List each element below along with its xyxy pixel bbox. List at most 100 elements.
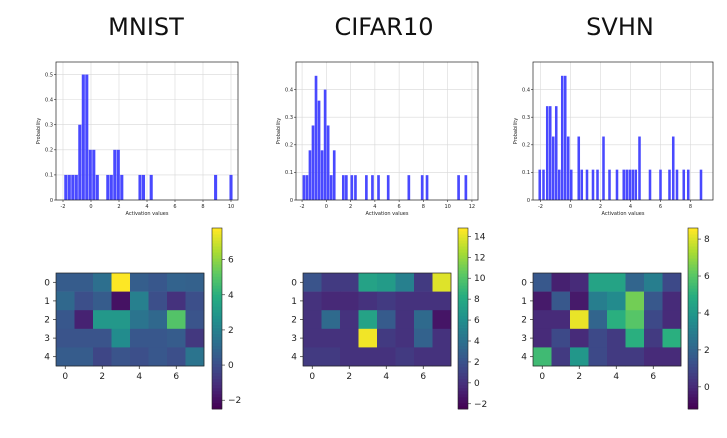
colorbar-tick-label: 4 bbox=[474, 337, 480, 347]
histogram-2: -2 0 2 4 6 8 0 0.1 0.2 0.3 0.4 Activation values Pro… bbox=[513, 61, 714, 217]
y-tick-label: 4 bbox=[44, 353, 50, 363]
heatmap-cell bbox=[340, 328, 359, 348]
heatmap-cell bbox=[185, 273, 205, 292]
heatmap-cell bbox=[303, 347, 322, 367]
title-svhn: SVHN bbox=[586, 13, 654, 41]
colorbar-segment bbox=[212, 330, 222, 334]
colorbar-segment bbox=[458, 393, 468, 398]
heatmap-cell bbox=[56, 291, 75, 311]
heatmap-cell bbox=[551, 291, 571, 311]
colorbar-segment bbox=[212, 306, 222, 310]
colorbar-tick-label: 14 bbox=[474, 232, 486, 242]
colorbar-segment bbox=[688, 252, 698, 256]
colorbar-segment bbox=[688, 261, 698, 265]
colorbar-segment bbox=[458, 246, 468, 250]
heatmap-cell bbox=[533, 310, 552, 330]
y-tick-label: 0 bbox=[44, 278, 50, 288]
histogram-bar bbox=[563, 75, 567, 200]
colorbar-tick-label: 2 bbox=[474, 358, 480, 368]
colorbar-segment bbox=[212, 270, 222, 274]
histogram-bar bbox=[577, 136, 581, 200]
colorbar-segment bbox=[688, 270, 698, 274]
x-tick-label: 4 bbox=[145, 204, 148, 210]
heatmap-cell bbox=[607, 328, 626, 348]
x-tick-label: 4 bbox=[629, 204, 632, 210]
histogram-bar bbox=[545, 106, 549, 200]
colorbar-segment bbox=[458, 345, 468, 350]
colorbar-segment bbox=[212, 363, 222, 368]
colorbar-segment bbox=[688, 282, 698, 286]
colorbar-segment bbox=[212, 240, 222, 244]
heatmap-cell bbox=[588, 328, 608, 348]
colorbar-segment bbox=[212, 369, 222, 374]
colorbar-segment bbox=[458, 342, 468, 347]
histogram-bar bbox=[74, 174, 78, 200]
colorbar-segment bbox=[688, 387, 698, 392]
colorbar-segment bbox=[688, 246, 698, 250]
colorbar-segment bbox=[458, 234, 468, 238]
colorbar-tick-label: 2 bbox=[228, 326, 234, 336]
histogram-bar bbox=[64, 174, 68, 200]
histogram-bar bbox=[554, 106, 558, 200]
x-tick-label: 0 bbox=[325, 204, 328, 210]
x-tick-label: 0 bbox=[62, 372, 68, 382]
histogram-bar bbox=[615, 169, 619, 200]
heatmap-cell bbox=[377, 347, 396, 367]
colorbar-segment bbox=[212, 327, 222, 331]
heatmap-cell bbox=[588, 347, 608, 367]
colorbar-segment bbox=[458, 402, 468, 407]
x-tick-label: 2 bbox=[117, 204, 120, 210]
histogram-bar bbox=[95, 174, 99, 200]
title-mnist: MNIST bbox=[108, 13, 184, 41]
histogram-bar bbox=[302, 175, 306, 200]
histogram-bar bbox=[332, 150, 336, 200]
colorbar-segment bbox=[212, 279, 222, 283]
heatmap-cell bbox=[377, 291, 396, 311]
colorbar-segment bbox=[458, 384, 468, 389]
histogram-bar bbox=[113, 149, 117, 200]
heatmap-cell bbox=[588, 291, 608, 311]
colorbar-segment bbox=[688, 348, 698, 353]
heatmap-cell bbox=[533, 347, 552, 367]
histogram-bar bbox=[371, 175, 374, 200]
histogram-bar bbox=[686, 169, 690, 200]
y-tick-label: 2 bbox=[521, 316, 527, 326]
colorbar-segment bbox=[688, 384, 698, 389]
colorbar-segment bbox=[688, 393, 698, 398]
y-tick-label: 0.4 bbox=[522, 87, 530, 93]
heatmap-cell bbox=[340, 291, 359, 311]
heatmap-cell bbox=[321, 310, 341, 330]
heatmap-cell bbox=[588, 310, 608, 330]
histogram-bar bbox=[138, 174, 142, 200]
heatmap-cell bbox=[662, 347, 682, 367]
y-tick-label: 2 bbox=[291, 316, 297, 326]
heatmap-cell bbox=[111, 273, 131, 292]
colorbar-segment bbox=[458, 294, 468, 298]
heatmap-cell bbox=[185, 347, 205, 367]
colorbar-segment bbox=[688, 339, 698, 344]
x-tick-label: -2 bbox=[538, 204, 543, 210]
heatmap-cell bbox=[570, 310, 589, 330]
histogram-bar bbox=[106, 174, 110, 200]
heatmap-cell bbox=[395, 328, 415, 348]
colorbar-segment bbox=[688, 294, 698, 298]
colorbar-segment bbox=[458, 297, 468, 301]
colorbar-segment bbox=[212, 276, 222, 280]
colorbar-segment bbox=[212, 339, 222, 344]
histogram-bar bbox=[345, 175, 348, 200]
histogram-bar bbox=[350, 175, 354, 200]
histogram-bar bbox=[329, 175, 333, 200]
colorbar-segment bbox=[458, 273, 468, 277]
y-tick-label: 3 bbox=[44, 334, 50, 344]
y-tick-label: 0 bbox=[527, 198, 530, 204]
y-tick-label: 1 bbox=[44, 297, 50, 307]
colorbar-segment bbox=[688, 390, 698, 395]
plot-frame bbox=[55, 61, 239, 201]
colorbar-segment bbox=[212, 315, 222, 319]
histogram-bar bbox=[548, 106, 552, 200]
histogram-bar bbox=[141, 174, 146, 200]
histogram-bar bbox=[85, 74, 89, 200]
heatmap-cell bbox=[167, 328, 186, 348]
heatmap-cell bbox=[533, 328, 552, 348]
